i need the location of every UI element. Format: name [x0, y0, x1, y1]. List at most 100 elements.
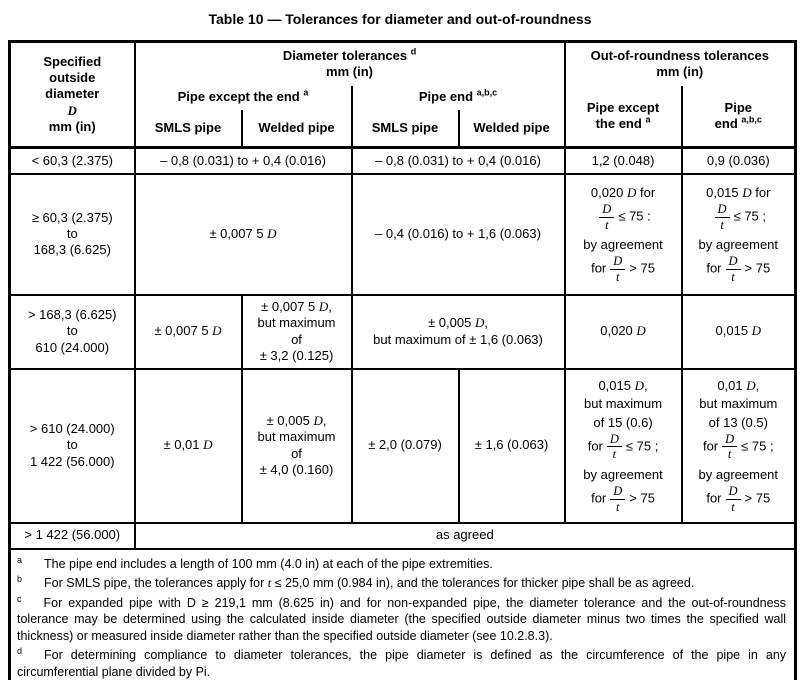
diameter-symbol: D [742, 184, 752, 200]
diameter-symbol: D [318, 299, 329, 314]
cell-as-agreed: as agreed [133, 521, 797, 550]
cell-oor-except: 1,2 (0.048) [563, 146, 683, 175]
table-title: Table 10 — Tolerances for diameter and o… [208, 11, 592, 27]
table-row: > 168,3 (6.625) to 610 (24.000) ± 0,007 … [8, 293, 797, 370]
oor-except-line1: Pipe except [586, 99, 660, 115]
diameter-group-unit: mm (in) [326, 64, 373, 80]
diameter-symbol: D [627, 184, 637, 200]
od-line2: to [66, 437, 78, 453]
diameter-symbol: D [67, 102, 77, 118]
cell-smls-end: ± 2,0 (0.079) [350, 367, 460, 524]
formula-line: 0,015 D, [598, 378, 648, 393]
diameter-symbol: D [474, 315, 485, 331]
footnote-ref-abc: a,b,c [741, 114, 762, 125]
od-line3: 1 422 (56.000) [29, 453, 115, 469]
header-smls-end: SMLS pipe [350, 109, 460, 149]
header-pipe-except-end: Pipe except the end a [133, 85, 353, 110]
pipe-except-end-label: Pipe except the end [177, 89, 300, 105]
footnotes-row: a The pipe end includes a length of 100 m… [8, 547, 797, 680]
cell-oor-end: 0,9 (0.036) [680, 146, 797, 175]
specified-od-line2: outside [49, 70, 96, 86]
formula-line: by agreement [583, 237, 663, 252]
formula-line: 0,015 D for [706, 184, 771, 200]
od-line3: 610 (24.000) [35, 339, 110, 355]
od-line1: ≥ 60,3 (2.375) [31, 209, 113, 225]
oor-end-line2: end [714, 115, 738, 131]
cell-od-range: > 1 422 (56.000) [8, 521, 136, 550]
header-pipe-end: Pipe end a,b,c [350, 85, 566, 110]
oor-group-title: Out-of-roundness tolerances [590, 48, 769, 63]
diameter-symbol: D [636, 323, 646, 339]
specified-od-unit: mm (in) [48, 118, 96, 134]
oor-group-unit: mm (in) [656, 64, 704, 80]
diameter-symbol: D [267, 225, 277, 241]
footnote-c: c For expanded pipe with D ≥ 219,1 mm (8.… [17, 593, 787, 643]
diameter-group-title: Diameter tolerances [282, 48, 408, 63]
footnote-ref-a: a [645, 114, 651, 125]
footnote-marker: d [17, 645, 23, 656]
cell-welded-end: ± 1,6 (0.063) [457, 367, 566, 524]
formula-line: ± 0,005 D, [266, 413, 327, 428]
formula-line: 0,020 D for [590, 184, 656, 200]
footnote-b: b For SMLS pipe, the tolerances apply for… [17, 573, 695, 590]
od-line3: 168,3 (6.625) [33, 242, 111, 258]
od-line2: to [66, 323, 78, 339]
cell-except-end-tol: ± 0,007 5 D [133, 172, 353, 296]
header-oor-group: Out-of-roundness tolerances mm (in) [563, 40, 797, 86]
table-row: > 1 422 (56.000) as agreed [8, 521, 797, 550]
header-row-subgroups: Pipe except the end a Pipe end a,b,c Pip… [10, 85, 797, 149]
footnote-ref-abc: a,b,c [476, 88, 498, 99]
cell-pipe-end-tol: – 0,8 (0.031) to + 0,4 (0.016) [350, 146, 566, 175]
diameter-symbol: D [203, 437, 213, 453]
diameter-symbol: D [746, 378, 756, 393]
footnote-a: a The pipe end includes a length of 100 m… [17, 554, 493, 571]
footnote-ref-d: d [410, 46, 417, 57]
diameter-symbol: D [212, 323, 222, 339]
formula-line: 0,01 D, [717, 378, 760, 393]
cell-smls-except: ± 0,01 D [133, 367, 243, 524]
cell-od-range: < 60,3 (2.375) [8, 146, 136, 175]
footnotes-block: a The pipe end includes a length of 100 m… [8, 547, 797, 680]
formula-line: by agreement [698, 237, 779, 252]
cell-oor-end: 0,015 D [680, 293, 797, 370]
od-line1: > 610 (24.000) [29, 421, 115, 437]
header-welded-except: Welded pipe [240, 109, 353, 149]
thickness-symbol: t [267, 576, 272, 590]
cell-od-range: ≥ 60,3 (2.375) to 168,3 (6.625) [8, 172, 136, 296]
table-row: < 60,3 (2.375) – 0,8 (0.031) to + 0,4 (0… [8, 146, 797, 175]
tolerances-table: Specified outside diameter D mm (in) Dia… [8, 40, 798, 680]
diameter-symbol: D [313, 413, 323, 428]
header-diameter-tolerances-group: Diameter tolerances d mm (in) [133, 40, 566, 86]
footnote-marker: c [17, 593, 22, 604]
cell-smls-except: ± 0,007 5 D [133, 293, 243, 370]
cell-welded-except: ± 0,005 D, but maximum of ± 4,0 (0.160) [240, 367, 353, 524]
header-oor-pipe-end: Pipe end a,b,c [680, 85, 797, 149]
cell-welded-except: ± 0,007 5 D, but maximum of ± 3,2 (0.125… [240, 293, 353, 370]
header-oor-pipe-except-end: Pipe except the end a [563, 85, 683, 149]
od-line1: > 168,3 (6.625) [27, 307, 117, 323]
diameter-symbol: D [634, 378, 644, 393]
diameter-symbol: D [751, 323, 762, 339]
header-row-pipe-types: SMLS pipe Welded pipe SMLS pipe Welded p… [10, 109, 796, 149]
cell-od-range: > 168,3 (6.625) to 610 (24.000) [8, 293, 136, 370]
footnote-marker: a [17, 554, 23, 565]
